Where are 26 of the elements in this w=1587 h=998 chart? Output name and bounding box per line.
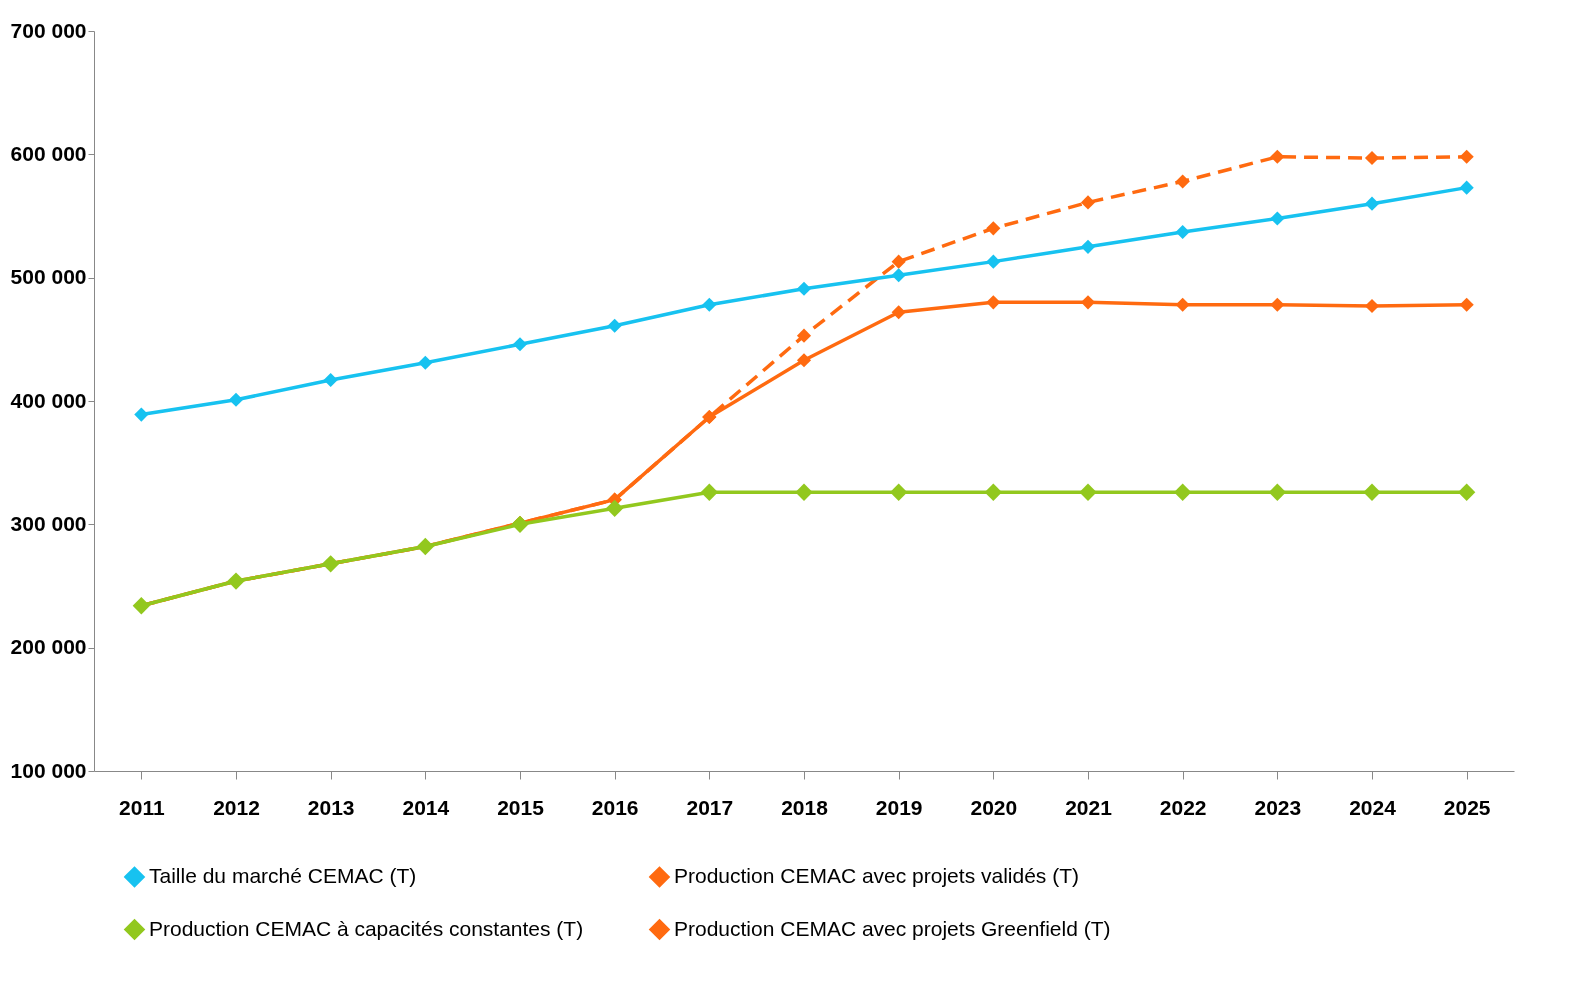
legend-label: Production CEMAC avec projets Greenfield (T) bbox=[674, 916, 1111, 940]
x-tick-label: 2022 bbox=[1159, 795, 1207, 819]
x-tick-label: 2020 bbox=[970, 795, 1018, 819]
x-tick-label: 2017 bbox=[686, 795, 734, 819]
y-tick-label: 200 000 bbox=[10, 635, 87, 659]
x-tick-label: 2011 bbox=[119, 795, 165, 819]
y-tick-label: 500 000 bbox=[10, 265, 87, 289]
x-tick-label: 2024 bbox=[1349, 795, 1397, 819]
legend-label: Production CEMAC à capacités constantes (T) bbox=[149, 916, 584, 940]
y-tick-label: 100 000 bbox=[10, 758, 87, 782]
x-tick-label: 2021 bbox=[1065, 795, 1113, 819]
y-tick-label: 400 000 bbox=[10, 388, 87, 412]
x-tick-label: 2013 bbox=[307, 795, 355, 819]
x-tick-label: 2019 bbox=[875, 795, 923, 819]
y-tick-label: 600 000 bbox=[10, 141, 87, 165]
x-tick-label: 2023 bbox=[1254, 795, 1302, 819]
x-tick-label: 2014 bbox=[402, 795, 450, 819]
y-tick-label: 300 000 bbox=[10, 511, 87, 535]
x-tick-label: 2025 bbox=[1443, 795, 1491, 819]
legend-label: Production CEMAC avec projets validés (T) bbox=[674, 863, 1079, 887]
x-tick-label: 2018 bbox=[781, 795, 829, 819]
x-tick-label: 2012 bbox=[213, 795, 260, 819]
x-tick-label: 2016 bbox=[591, 795, 639, 819]
legend-label: Taille du marché CEMAC (T) bbox=[149, 863, 417, 887]
y-tick-label: 700 000 bbox=[10, 18, 87, 42]
x-tick-label: 2015 bbox=[497, 795, 545, 819]
